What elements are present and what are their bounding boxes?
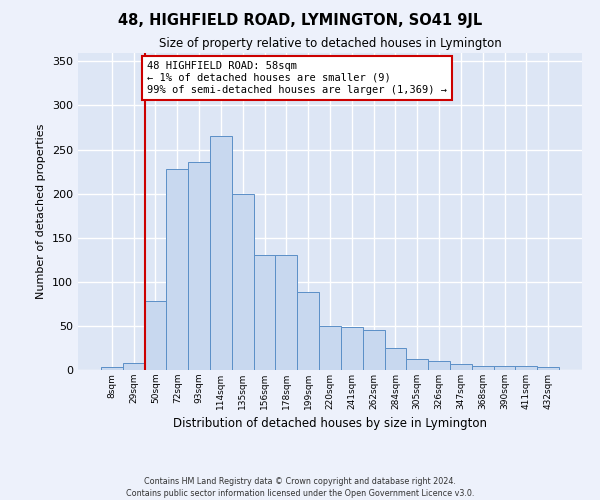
X-axis label: Distribution of detached houses by size in Lymington: Distribution of detached houses by size … — [173, 418, 487, 430]
Bar — [275, 256, 297, 370]
Bar — [145, 301, 166, 370]
Bar — [515, 366, 537, 370]
Bar — [166, 169, 188, 370]
Title: Size of property relative to detached houses in Lymington: Size of property relative to detached ho… — [158, 37, 502, 50]
Bar — [406, 360, 428, 370]
Bar — [101, 368, 123, 370]
Bar — [210, 136, 232, 370]
Bar — [472, 366, 494, 370]
Y-axis label: Number of detached properties: Number of detached properties — [37, 124, 46, 299]
Bar — [537, 368, 559, 370]
Text: 48 HIGHFIELD ROAD: 58sqm
← 1% of detached houses are smaller (9)
99% of semi-det: 48 HIGHFIELD ROAD: 58sqm ← 1% of detache… — [147, 62, 447, 94]
Bar — [385, 348, 406, 370]
Bar — [450, 364, 472, 370]
Bar — [188, 162, 210, 370]
Bar — [428, 361, 450, 370]
Bar — [494, 366, 515, 370]
Bar — [123, 363, 145, 370]
Bar — [319, 326, 341, 370]
Text: 48, HIGHFIELD ROAD, LYMINGTON, SO41 9JL: 48, HIGHFIELD ROAD, LYMINGTON, SO41 9JL — [118, 12, 482, 28]
Bar — [254, 256, 275, 370]
Bar — [341, 327, 363, 370]
Bar — [297, 292, 319, 370]
Bar — [232, 194, 254, 370]
Bar — [363, 330, 385, 370]
Text: Contains HM Land Registry data © Crown copyright and database right 2024.
Contai: Contains HM Land Registry data © Crown c… — [126, 476, 474, 498]
